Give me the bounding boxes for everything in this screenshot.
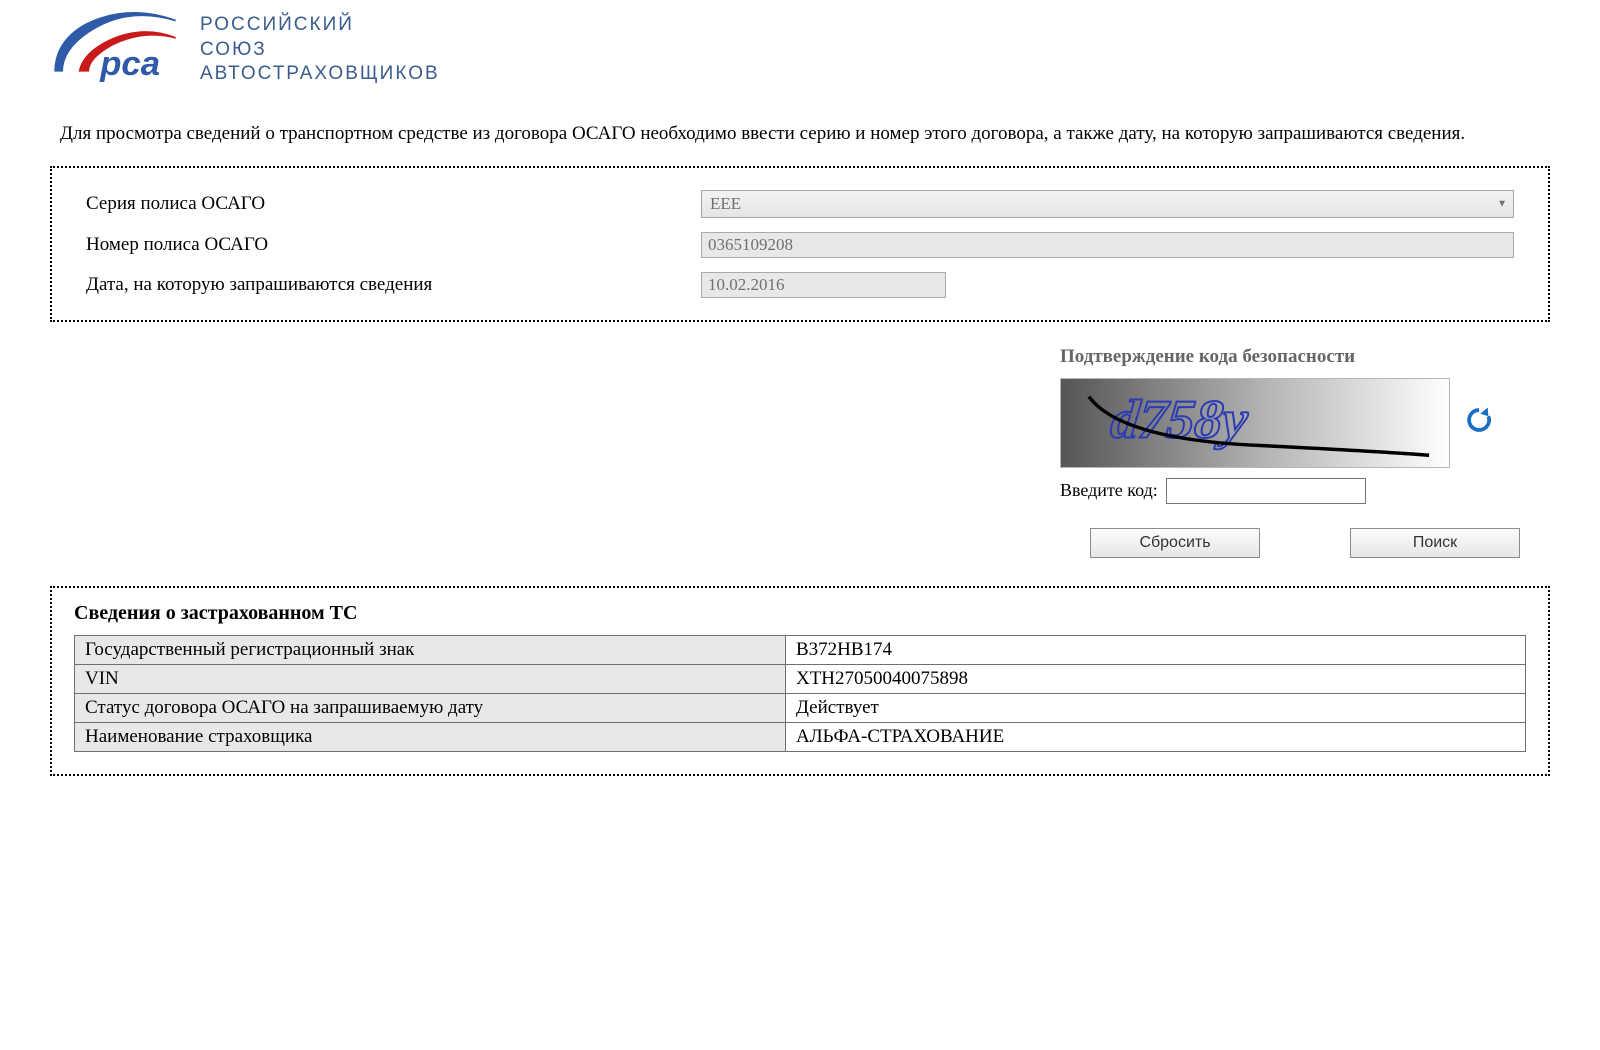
org-line-2: СОЮЗ	[200, 38, 440, 63]
captcha-image: d758y	[1060, 378, 1450, 468]
query-form: Серия полиса ОСАГО ЕЕЕ Номер полиса ОСАГ…	[50, 166, 1550, 322]
date-value: 10.02.2016	[708, 275, 785, 295]
results-box: Сведения о застрахованном ТС Государстве…	[50, 586, 1550, 776]
refresh-icon[interactable]	[1464, 405, 1494, 440]
result-value: В372НВ174	[785, 635, 1525, 664]
series-label: Серия полиса ОСАГО	[86, 193, 701, 215]
table-row: Государственный регистрационный знакВ372…	[75, 635, 1526, 664]
reset-button[interactable]: Сбросить	[1090, 528, 1260, 558]
result-label: Статус договора ОСАГО на запрашиваемую д…	[75, 693, 786, 722]
table-row: Статус договора ОСАГО на запрашиваемую д…	[75, 693, 1526, 722]
org-line-3: АВТОСТРАХОВЩИКОВ	[200, 62, 440, 87]
enter-code-label: Введите код:	[1060, 480, 1158, 501]
org-name: РОССИЙСКИЙ СОЮЗ АВТОСТРАХОВЩИКОВ	[200, 13, 440, 87]
date-input[interactable]: 10.02.2016	[701, 272, 946, 298]
series-value: ЕЕЕ	[710, 194, 741, 214]
logo-text: рса	[99, 45, 160, 83]
number-label: Номер полиса ОСАГО	[86, 234, 701, 256]
table-row: VINXTH27050040075898	[75, 664, 1526, 693]
result-value: Действует	[785, 693, 1525, 722]
number-input[interactable]: 0365109208	[701, 232, 1514, 258]
results-title: Сведения о застрахованном ТС	[74, 602, 1526, 625]
result-label: VIN	[75, 664, 786, 693]
number-value: 0365109208	[708, 235, 793, 255]
buttons-row: Сбросить Поиск	[30, 528, 1520, 558]
header: рса РОССИЙСКИЙ СОЮЗ АВТОСТРАХОВЩИКОВ	[30, 10, 1570, 90]
result-value: АЛЬФА-СТРАХОВАНИЕ	[785, 722, 1525, 751]
intro-text: Для просмотра сведений о транспортном ср…	[60, 120, 1540, 148]
date-label: Дата, на которую запрашиваются сведения	[86, 274, 701, 296]
result-label: Наименование страховщика	[75, 722, 786, 751]
results-table: Государственный регистрационный знакВ372…	[74, 635, 1526, 752]
rsa-logo: рса	[50, 10, 180, 90]
search-button[interactable]: Поиск	[1350, 528, 1520, 558]
result-label: Государственный регистрационный знак	[75, 635, 786, 664]
org-line-1: РОССИЙСКИЙ	[200, 13, 440, 38]
captcha-input[interactable]	[1166, 478, 1366, 504]
series-select[interactable]: ЕЕЕ	[701, 190, 1514, 218]
captcha-text: d758y	[1108, 389, 1251, 449]
captcha-title: Подтверждение кода безопасности	[1060, 346, 1520, 368]
captcha-region: Подтверждение кода безопасности d758y	[30, 346, 1520, 504]
table-row: Наименование страховщикаАЛЬФА-СТРАХОВАНИ…	[75, 722, 1526, 751]
result-value: XTH27050040075898	[785, 664, 1525, 693]
